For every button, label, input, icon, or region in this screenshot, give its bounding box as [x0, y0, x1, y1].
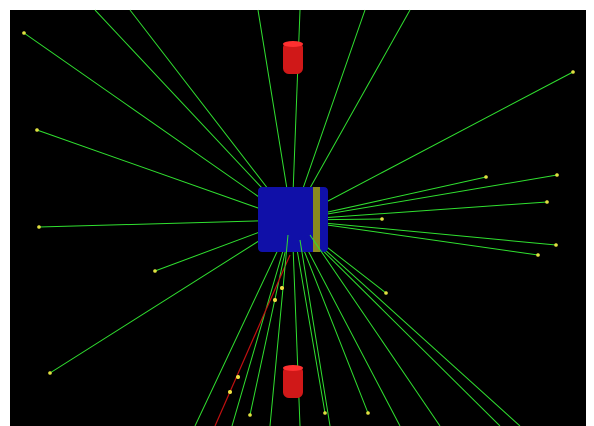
track: [38, 219, 293, 228]
track: [291, 219, 539, 256]
track-end: [554, 243, 558, 247]
track-end: [153, 269, 157, 273]
detector-stripe: [313, 187, 320, 252]
red-track: [214, 254, 291, 426]
track-end: [323, 411, 327, 415]
track-end: [35, 128, 39, 132]
track: [269, 234, 289, 426]
track-end: [37, 225, 41, 229]
hit: [280, 286, 284, 290]
track-end: [555, 173, 559, 177]
track-end: [484, 175, 488, 179]
track-end: [366, 411, 370, 415]
red-cylinder: [283, 366, 303, 398]
overlay-tracks: [228, 234, 441, 426]
track: [36, 129, 293, 221]
track: [129, 9, 293, 221]
track-end: [384, 291, 388, 295]
track: [291, 219, 557, 246]
track-end: [22, 31, 26, 35]
cylinder-cap: [283, 365, 303, 371]
track-end: [571, 70, 575, 74]
track: [291, 219, 501, 426]
track: [291, 219, 326, 414]
track: [291, 174, 558, 221]
track-end: [545, 200, 549, 204]
track: [49, 219, 293, 374]
hit: [273, 298, 277, 302]
track: [257, 9, 293, 221]
red-cylinder: [283, 42, 303, 74]
track-end: [248, 413, 252, 417]
hit: [236, 375, 240, 379]
track: [291, 219, 369, 414]
track: [291, 219, 521, 426]
track: [291, 219, 401, 426]
track: [249, 219, 293, 416]
track: [291, 9, 411, 221]
track-end: [48, 371, 52, 375]
track: [291, 9, 366, 221]
cylinder-cap: [283, 41, 303, 47]
track: [309, 234, 441, 426]
track: [231, 219, 293, 426]
hit: [228, 390, 232, 394]
track-end: [380, 217, 384, 221]
track: [291, 201, 548, 221]
track: [194, 219, 293, 426]
track-end: [536, 253, 540, 257]
track: [23, 32, 293, 221]
track: [299, 239, 331, 426]
track: [291, 71, 574, 221]
track: [94, 9, 293, 221]
